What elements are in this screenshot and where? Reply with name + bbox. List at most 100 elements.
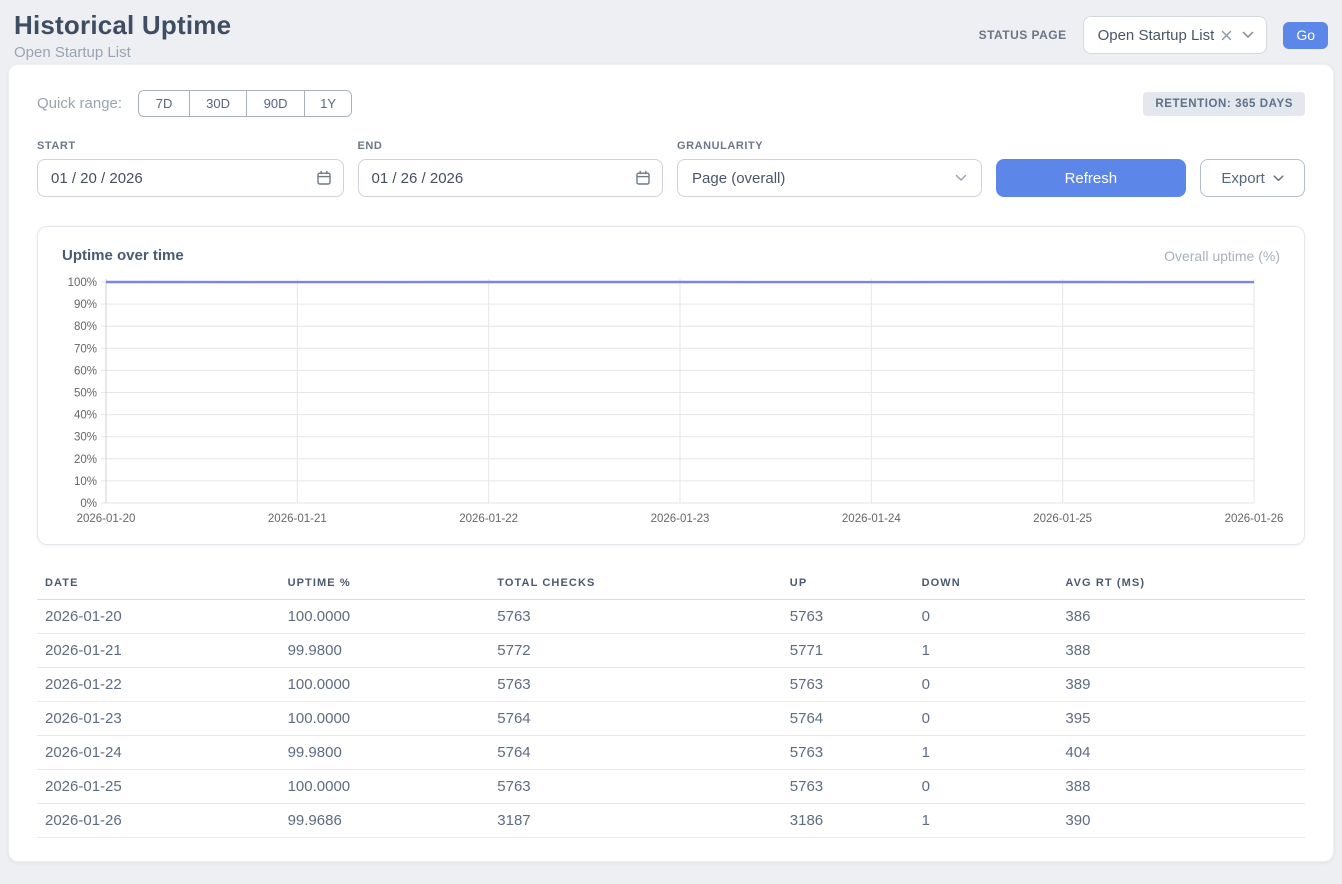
table-cell: 99.9686 bbox=[279, 803, 490, 838]
start-date-field: START bbox=[37, 140, 344, 197]
x-axis-tick-label: 2026-01-22 bbox=[459, 513, 518, 525]
quick-range-row: Quick range: 7D 30D 90D 1Y RETENTION: 36… bbox=[37, 90, 1305, 117]
export-button[interactable]: Export bbox=[1200, 159, 1306, 197]
start-date-input[interactable] bbox=[37, 159, 344, 197]
main-card: Quick range: 7D 30D 90D 1Y RETENTION: 36… bbox=[8, 64, 1334, 862]
y-axis-tick-label: 0% bbox=[80, 498, 97, 510]
table-cell: 5763 bbox=[489, 599, 782, 634]
table-cell: 1 bbox=[913, 803, 1058, 838]
y-axis-tick-label: 20% bbox=[74, 454, 97, 466]
table-cell: 3186 bbox=[781, 803, 914, 838]
column-header-down: DOWN bbox=[913, 569, 1058, 600]
table-cell: 5764 bbox=[489, 701, 782, 736]
table-cell: 2026-01-25 bbox=[37, 769, 280, 804]
quick-range-1y-button[interactable]: 1Y bbox=[305, 91, 352, 116]
table-cell: 1 bbox=[913, 633, 1058, 668]
table-cell: 5763 bbox=[781, 667, 914, 702]
table-cell: 2026-01-20 bbox=[37, 599, 280, 634]
table-cell: 0 bbox=[913, 701, 1058, 736]
table-row: 2026-01-20 100.0000 5763 5763 0 386 bbox=[37, 599, 1305, 634]
table-cell: 100.0000 bbox=[279, 667, 490, 702]
table-header: DATE UPTIME % TOTAL CHECKS UP DOWN AVG R… bbox=[37, 569, 1305, 600]
table-row: 2026-01-25 100.0000 5763 5763 0 388 bbox=[37, 769, 1305, 804]
quick-range-30d-button[interactable]: 30D bbox=[190, 91, 248, 116]
table-cell: 100.0000 bbox=[279, 701, 490, 736]
granularity-select[interactable]: Page (overall) bbox=[677, 159, 982, 197]
table-row: 2026-01-21 99.9800 5772 5771 1 388 bbox=[37, 633, 1305, 668]
table-row: 2026-01-23 100.0000 5764 5764 0 395 bbox=[37, 701, 1305, 736]
chevron-down-icon bbox=[955, 174, 967, 182]
table-cell: 2026-01-22 bbox=[37, 667, 280, 702]
page-header: Historical Uptime Open Startup List STAT… bbox=[0, 0, 1342, 64]
chart-header: Uptime over time Overall uptime (%) bbox=[62, 247, 1280, 264]
uptime-table: DATE UPTIME % TOTAL CHECKS UP DOWN AVG R… bbox=[37, 569, 1305, 838]
table-cell: 386 bbox=[1057, 599, 1305, 634]
quick-range-group: 7D 30D 90D 1Y bbox=[138, 90, 353, 117]
calendar-icon[interactable] bbox=[635, 170, 651, 191]
table-cell: 390 bbox=[1057, 803, 1305, 838]
status-page-label: STATUS PAGE bbox=[978, 28, 1067, 42]
table-cell: 389 bbox=[1057, 667, 1305, 702]
x-axis-tick-label: 2026-01-26 bbox=[1225, 513, 1284, 525]
status-page-select[interactable]: Open Startup List bbox=[1082, 16, 1268, 54]
end-label: END bbox=[357, 140, 383, 152]
y-axis-tick-label: 40% bbox=[74, 410, 97, 422]
table-cell: 5763 bbox=[489, 667, 782, 702]
table-cell: 1 bbox=[913, 735, 1058, 770]
table-cell: 404 bbox=[1057, 735, 1305, 770]
table-cell: 99.9800 bbox=[279, 735, 490, 770]
x-axis-tick-label: 2026-01-23 bbox=[651, 513, 710, 525]
uptime-line-chart: 0% 10% 20% 30% 40% 50% 60% 70% 80% 90% 100% 2026-01… bbox=[68, 277, 1284, 525]
y-axis-tick-label: 10% bbox=[74, 476, 97, 488]
go-button[interactable]: Go bbox=[1283, 21, 1328, 49]
uptime-chart-card: Uptime over time Overall uptime (%) 0% 10… bbox=[37, 226, 1305, 545]
quick-range-90d-button[interactable]: 90D bbox=[247, 91, 306, 116]
x-axis-tick-label: 2026-01-20 bbox=[77, 513, 136, 525]
granularity-label: GRANULARITY bbox=[677, 140, 764, 152]
table-cell: 99.9800 bbox=[279, 633, 490, 668]
table-cell: 2026-01-24 bbox=[37, 735, 280, 770]
table-cell: 5764 bbox=[489, 735, 782, 770]
table-cell: 5763 bbox=[781, 769, 914, 804]
y-axis-tick-label: 100% bbox=[68, 277, 97, 289]
clear-icon[interactable] bbox=[1221, 30, 1232, 41]
end-date-field: END bbox=[357, 140, 663, 197]
column-header-total-checks: TOTAL CHECKS bbox=[489, 569, 782, 600]
table-cell: 100.0000 bbox=[279, 599, 490, 634]
page-subtitle: Open Startup List bbox=[14, 44, 131, 61]
table-cell: 2026-01-21 bbox=[37, 633, 280, 668]
start-label: START bbox=[37, 140, 76, 152]
granularity-field: GRANULARITY Page (overall) bbox=[677, 140, 982, 197]
table-cell: 5763 bbox=[781, 599, 914, 634]
y-axis-tick-label: 50% bbox=[74, 388, 97, 400]
table-cell: 388 bbox=[1057, 633, 1305, 668]
table-cell: 5772 bbox=[489, 633, 782, 668]
table-cell: 5764 bbox=[781, 701, 914, 736]
y-axis-tick-label: 30% bbox=[74, 432, 97, 444]
title-block: Historical Uptime Open Startup List bbox=[14, 10, 231, 61]
chevron-down-icon bbox=[1242, 31, 1254, 39]
granularity-selected-value: Page (overall) bbox=[692, 169, 786, 187]
chart-legend-label: Overall uptime (%) bbox=[1164, 247, 1280, 264]
table-cell: 3187 bbox=[489, 803, 782, 838]
end-date-input[interactable] bbox=[357, 159, 663, 197]
table-cell: 388 bbox=[1057, 769, 1305, 804]
column-header-uptime: UPTIME % bbox=[279, 569, 490, 600]
table-row: 2026-01-24 99.9800 5764 5763 1 404 bbox=[37, 735, 1305, 770]
header-controls: STATUS PAGE Open Startup List Go bbox=[979, 16, 1328, 54]
table-row: 2026-01-26 99.9686 3187 3186 1 390 bbox=[37, 803, 1305, 838]
retention-badge: RETENTION: 365 DAYS bbox=[1143, 91, 1305, 116]
table-cell: 0 bbox=[913, 667, 1058, 702]
table-cell: 2026-01-23 bbox=[37, 701, 280, 736]
table-cell: 2026-01-26 bbox=[37, 803, 280, 838]
table-cell: 0 bbox=[913, 599, 1058, 634]
quick-range-7d-button[interactable]: 7D bbox=[139, 91, 191, 116]
page-title: Historical Uptime bbox=[14, 10, 232, 40]
calendar-icon[interactable] bbox=[316, 170, 332, 191]
x-axis-tick-label: 2026-01-25 bbox=[1033, 513, 1092, 525]
column-header-avg-rt: AVG RT (MS) bbox=[1057, 569, 1305, 600]
chart-title: Uptime over time bbox=[62, 247, 184, 264]
refresh-button[interactable]: Refresh bbox=[995, 159, 1187, 197]
table-cell: 395 bbox=[1057, 701, 1305, 736]
y-axis-tick-label: 80% bbox=[74, 321, 97, 333]
